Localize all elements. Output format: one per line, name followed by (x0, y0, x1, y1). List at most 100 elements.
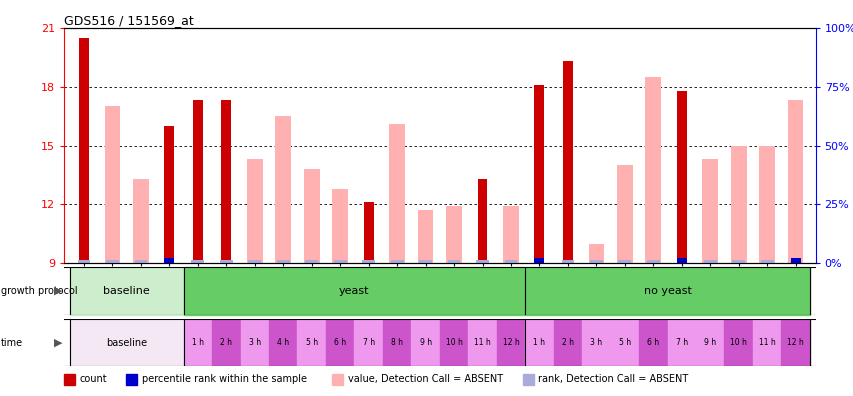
Bar (363, 202, 373, 263)
Text: 12 h: 12 h (786, 338, 803, 347)
Text: 7 h: 7 h (675, 338, 687, 347)
Text: 7 h: 7 h (363, 338, 374, 347)
Bar (70, 319, 183, 366)
Bar (588, 244, 604, 263)
Text: 4 h: 4 h (277, 338, 289, 347)
Text: growth protocol: growth protocol (1, 286, 78, 296)
Text: 1 h: 1 h (533, 338, 545, 347)
Text: count: count (79, 374, 107, 385)
Bar (193, 100, 202, 263)
Bar (676, 91, 686, 263)
Text: GDS516 / 151569_at: GDS516 / 151569_at (64, 13, 194, 27)
Text: 9 h: 9 h (704, 338, 716, 347)
Bar (525, 319, 553, 366)
Text: percentile rank within the sample: percentile rank within the sample (142, 374, 306, 385)
Bar (496, 319, 525, 366)
Text: 3 h: 3 h (589, 338, 601, 347)
Text: baseline: baseline (106, 337, 147, 348)
Bar (638, 319, 667, 366)
Bar (382, 319, 411, 366)
Bar (212, 319, 241, 366)
Text: 9 h: 9 h (419, 338, 431, 347)
Text: 10 h: 10 h (445, 338, 462, 347)
Bar (78, 38, 89, 263)
Bar (70, 267, 183, 315)
Bar (133, 179, 148, 263)
Bar (562, 61, 572, 263)
Text: 5 h: 5 h (305, 338, 317, 347)
Bar (445, 206, 461, 263)
Bar (731, 260, 744, 263)
Bar (676, 259, 686, 263)
Bar (723, 319, 752, 366)
Bar (617, 165, 632, 263)
Bar (191, 260, 204, 263)
Bar (276, 260, 289, 263)
Text: 6 h: 6 h (334, 338, 345, 347)
Bar (525, 267, 809, 315)
Bar (610, 319, 638, 366)
Bar (164, 126, 174, 263)
Bar (780, 319, 809, 366)
Bar (297, 319, 326, 366)
Bar (183, 319, 212, 366)
Bar (332, 189, 348, 263)
Bar (647, 260, 659, 263)
Bar (645, 77, 660, 263)
Text: rank, Detection Call = ABSENT: rank, Detection Call = ABSENT (537, 374, 688, 385)
Bar (439, 319, 467, 366)
Bar (78, 260, 90, 263)
Text: 2 h: 2 h (561, 338, 573, 347)
Text: time: time (1, 337, 23, 348)
Bar (104, 106, 120, 263)
Bar (334, 260, 346, 263)
Bar (667, 319, 695, 366)
Bar (164, 259, 174, 263)
Bar (534, 259, 544, 263)
Text: value, Detection Call = ABSENT: value, Detection Call = ABSENT (347, 374, 502, 385)
Text: 6 h: 6 h (647, 338, 659, 347)
Text: 10 h: 10 h (729, 338, 746, 347)
Text: 11 h: 11 h (758, 338, 775, 347)
Text: 2 h: 2 h (220, 338, 232, 347)
Bar (730, 146, 746, 263)
Bar (248, 260, 261, 263)
Text: yeast: yeast (339, 286, 369, 296)
Bar (362, 260, 374, 263)
Text: 12 h: 12 h (502, 338, 519, 347)
Bar (703, 260, 716, 263)
Bar (787, 100, 803, 263)
Text: ▶: ▶ (54, 337, 62, 348)
Bar (504, 260, 517, 263)
Bar (618, 260, 630, 263)
Bar (354, 319, 382, 366)
Bar (758, 146, 775, 263)
Bar (241, 319, 269, 366)
Text: 8 h: 8 h (391, 338, 403, 347)
Bar (305, 260, 317, 263)
Text: baseline: baseline (103, 286, 150, 296)
Bar (790, 259, 800, 263)
Bar (419, 260, 432, 263)
Bar (695, 319, 723, 366)
Bar (502, 206, 518, 263)
Bar (275, 116, 291, 263)
Bar (269, 319, 297, 366)
Bar (411, 319, 439, 366)
Bar (561, 260, 573, 263)
Bar (183, 267, 525, 315)
Bar (221, 100, 231, 263)
Bar (417, 210, 432, 263)
Bar (326, 319, 354, 366)
Bar (752, 319, 780, 366)
Text: ▶: ▶ (54, 286, 62, 296)
Bar (760, 260, 773, 263)
Bar (247, 159, 262, 263)
Bar (106, 260, 119, 263)
Bar (582, 319, 610, 366)
Bar (447, 260, 460, 263)
Bar (467, 319, 496, 366)
Text: 11 h: 11 h (473, 338, 490, 347)
Bar (389, 124, 404, 263)
Bar (135, 260, 147, 263)
